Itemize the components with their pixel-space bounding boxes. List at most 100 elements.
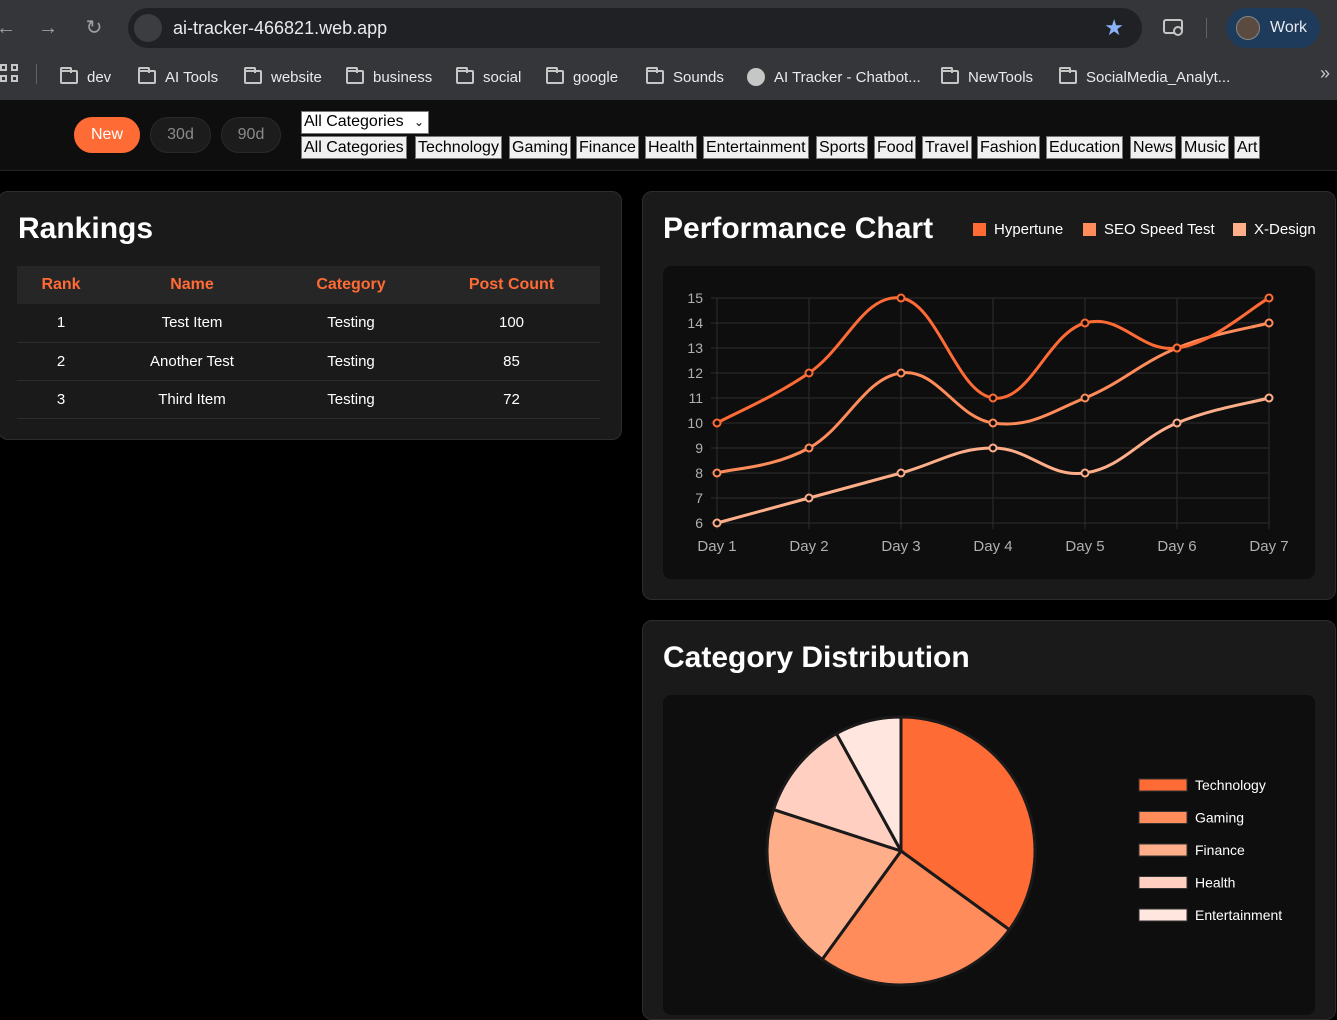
data-point <box>988 443 998 453</box>
folder-icon <box>346 67 364 84</box>
table-row[interactable]: 2 Another Test Testing 85 <box>17 342 600 381</box>
bookmark-ai-tools[interactable]: AI Tools <box>138 65 218 89</box>
bookmark-label: website <box>271 68 322 86</box>
period-90d-button[interactable]: 90d <box>221 117 281 153</box>
address-bar[interactable]: ai-tracker-466821.web.app ★ <box>128 8 1142 48</box>
folder-icon <box>456 67 474 84</box>
toolbar-divider <box>1206 18 1207 38</box>
rankings-title: Rankings <box>18 212 154 245</box>
bookmark-label: SocialMedia_Analyt... <box>1086 68 1231 86</box>
data-point <box>1172 343 1182 353</box>
y-tick-label: 15 <box>687 290 703 306</box>
legend-item-x-design[interactable]: X-Design <box>1233 221 1316 238</box>
table-row[interactable]: 3 Third Item Testing 72 <box>17 380 600 419</box>
category-button-travel[interactable]: Travel <box>922 136 972 159</box>
cell-rank: 2 <box>17 342 105 381</box>
pie-legend-swatch <box>1138 778 1188 792</box>
chevron-down-icon: ⌄ <box>413 115 424 129</box>
y-tick-label: 10 <box>687 415 703 431</box>
data-point <box>804 443 814 453</box>
bookmark-website[interactable]: website <box>244 65 322 89</box>
pie-slice-gaming[interactable] <box>820 848 1012 987</box>
category-button-food[interactable]: Food <box>874 136 917 159</box>
y-tick-label: 11 <box>688 390 703 406</box>
url-text[interactable]: ai-tracker-466821.web.app <box>173 18 388 38</box>
bookmark-label: AI Tools <box>165 68 219 86</box>
more-bookmarks-icon[interactable]: » <box>1320 63 1331 83</box>
period-30d-button[interactable]: 30d <box>150 117 211 153</box>
globe-icon <box>747 68 765 86</box>
data-point <box>712 418 722 428</box>
legend-swatch <box>973 223 986 236</box>
category-button-education[interactable]: Education <box>1046 136 1124 159</box>
period-new-button[interactable]: New <box>74 117 140 153</box>
legend-item-hypertune[interactable]: Hypertune <box>973 221 1063 238</box>
column-header-post-count[interactable]: Post Count <box>423 266 600 304</box>
legend-item-seo-speed-test[interactable]: SEO Speed Test <box>1083 221 1215 238</box>
pie-slice-finance[interactable] <box>765 807 904 962</box>
category-button-art[interactable]: Art <box>1234 136 1261 159</box>
cell-name: Third Item <box>105 380 279 419</box>
folder-icon <box>60 67 78 84</box>
cell-rank: 1 <box>17 304 105 343</box>
cell-category: Testing <box>279 304 423 343</box>
bookmark-google[interactable]: google <box>546 65 618 89</box>
category-button-music[interactable]: Music <box>1181 136 1229 159</box>
pie-legend-swatch <box>1138 908 1188 922</box>
pie-legend-label: Technology <box>1195 777 1266 793</box>
pie-legend-label: Gaming <box>1195 810 1244 826</box>
category-select[interactable]: All Categories ⌄ <box>301 111 429 134</box>
back-icon[interactable]: ← <box>0 17 16 39</box>
lens-icon[interactable] <box>1162 16 1186 40</box>
profile-button[interactable]: Work <box>1226 8 1320 48</box>
apps-icon[interactable] <box>0 64 18 82</box>
pie-slice-health[interactable] <box>771 731 905 854</box>
bookmark-newtools[interactable]: NewTools <box>941 65 1033 89</box>
bookmark-star-icon[interactable]: ★ <box>1104 15 1124 40</box>
cell-name: Another Test <box>105 342 279 381</box>
category-button-fashion[interactable]: Fashion <box>977 136 1040 159</box>
pie-slice-entertainment[interactable] <box>834 715 903 852</box>
bookmark-socialmedia-analyt[interactable]: SocialMedia_Analyt... <box>1059 65 1230 89</box>
profile-label: Work <box>1270 19 1308 36</box>
pie-slice-technology[interactable] <box>899 715 1037 932</box>
bookmark-ai-tracker-chatbot[interactable]: AI Tracker - Chatbot... <box>747 65 921 89</box>
category-button-finance[interactable]: Finance <box>576 136 639 159</box>
cell-category: Testing <box>279 342 423 381</box>
category-button-technology[interactable]: Technology <box>415 136 502 159</box>
column-header-rank[interactable]: Rank <box>17 266 105 304</box>
reload-icon[interactable]: ↻ <box>85 17 103 39</box>
category-button-sports[interactable]: Sports <box>816 136 869 159</box>
folder-icon <box>138 67 156 84</box>
data-point <box>1172 418 1182 428</box>
column-header-name[interactable]: Name <box>105 266 279 304</box>
x-tick-label: Day 5 <box>1065 538 1104 555</box>
bookmark-dev[interactable]: dev <box>60 65 111 89</box>
category-button-entertainment[interactable]: Entertainment <box>703 136 809 159</box>
data-point <box>988 418 998 428</box>
legend-label: X-Design <box>1254 221 1316 238</box>
table-row[interactable]: 1 Test Item Testing 100 <box>17 304 600 343</box>
data-point <box>1080 468 1090 478</box>
category-button-health[interactable]: Health <box>645 136 698 159</box>
cell-category: Testing <box>279 380 423 419</box>
forward-icon[interactable]: → <box>38 17 58 39</box>
bookmark-label: Sounds <box>673 68 724 86</box>
category-button-news[interactable]: News <box>1130 136 1177 159</box>
bookmark-sounds[interactable]: Sounds <box>646 65 724 89</box>
pie-legend-label: Finance <box>1195 842 1245 858</box>
column-header-category[interactable]: Category <box>279 266 423 304</box>
y-tick-label: 13 <box>687 340 703 356</box>
bookmark-business[interactable]: business <box>346 65 432 89</box>
pie-legend-swatch <box>1138 843 1188 857</box>
data-point <box>712 518 722 528</box>
data-point <box>988 393 998 403</box>
category-button-all-categories[interactable]: All Categories <box>301 136 407 159</box>
data-point <box>712 468 722 478</box>
category-button-gaming[interactable]: Gaming <box>509 136 572 159</box>
folder-icon <box>1059 67 1077 84</box>
browser-toolbar: ← → ↻ ai-tracker-466821.web.app ★ Work <box>0 0 1337 56</box>
bookmark-social[interactable]: social <box>456 65 521 89</box>
y-tick-label: 8 <box>695 465 703 481</box>
site-info-icon[interactable] <box>134 14 162 42</box>
